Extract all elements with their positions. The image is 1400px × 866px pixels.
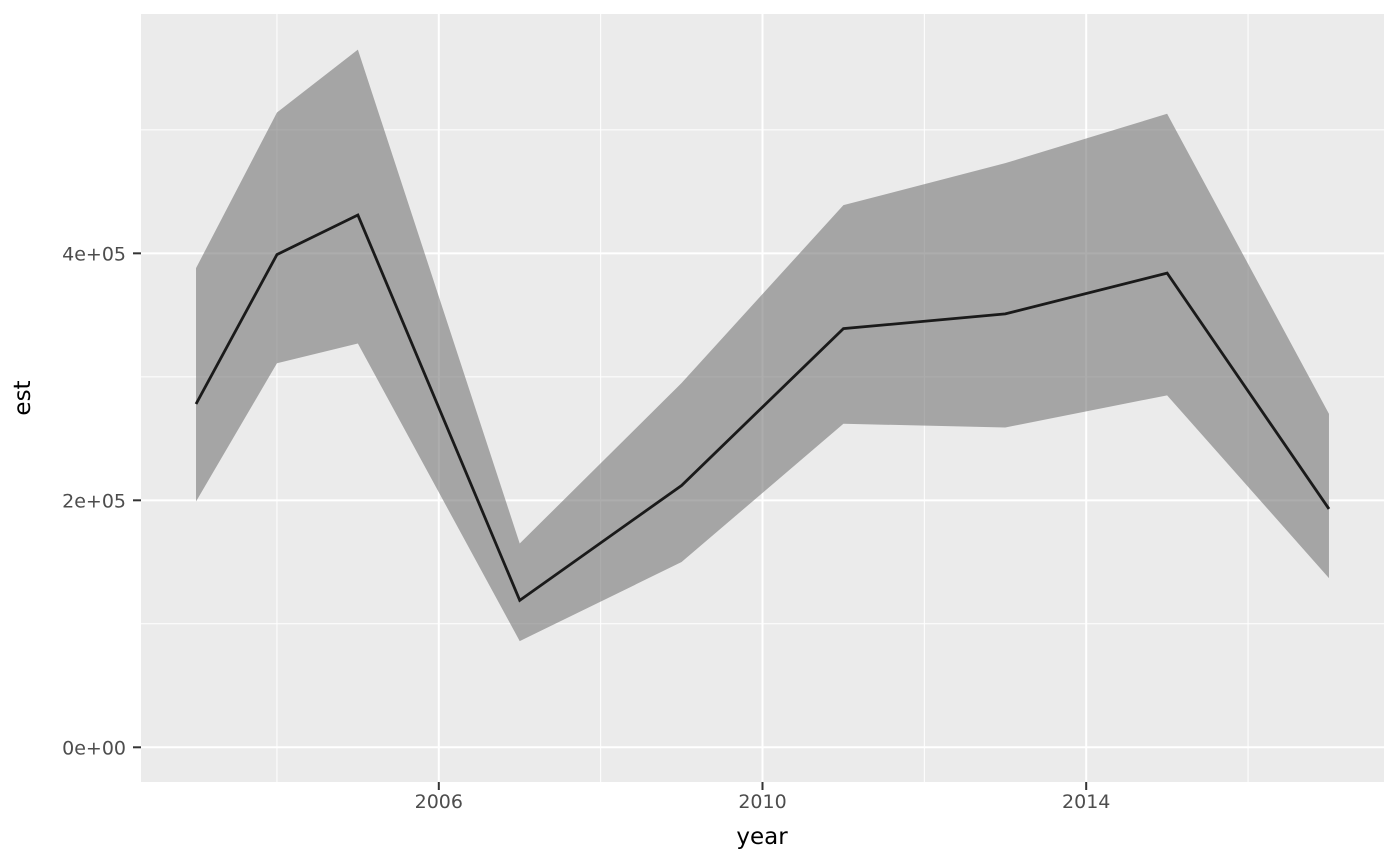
y-tick-label: 0e+00 <box>62 737 126 759</box>
confidence-ribbon <box>196 49 1329 642</box>
chart-layer: 2006 2010 2014 0e+00 2e+05 4e+05 <box>62 14 1384 813</box>
y-tick-label: 2e+05 <box>62 490 126 512</box>
x-axis-title: year <box>736 824 788 850</box>
x-tick-label: 2014 <box>1062 791 1110 813</box>
x-tick-label: 2006 <box>415 791 463 813</box>
y-axis-title: est <box>10 380 36 415</box>
estimate-line <box>194 213 1331 603</box>
x-tick-label: 2010 <box>738 791 786 813</box>
y-tick-label: 4e+05 <box>62 243 126 265</box>
